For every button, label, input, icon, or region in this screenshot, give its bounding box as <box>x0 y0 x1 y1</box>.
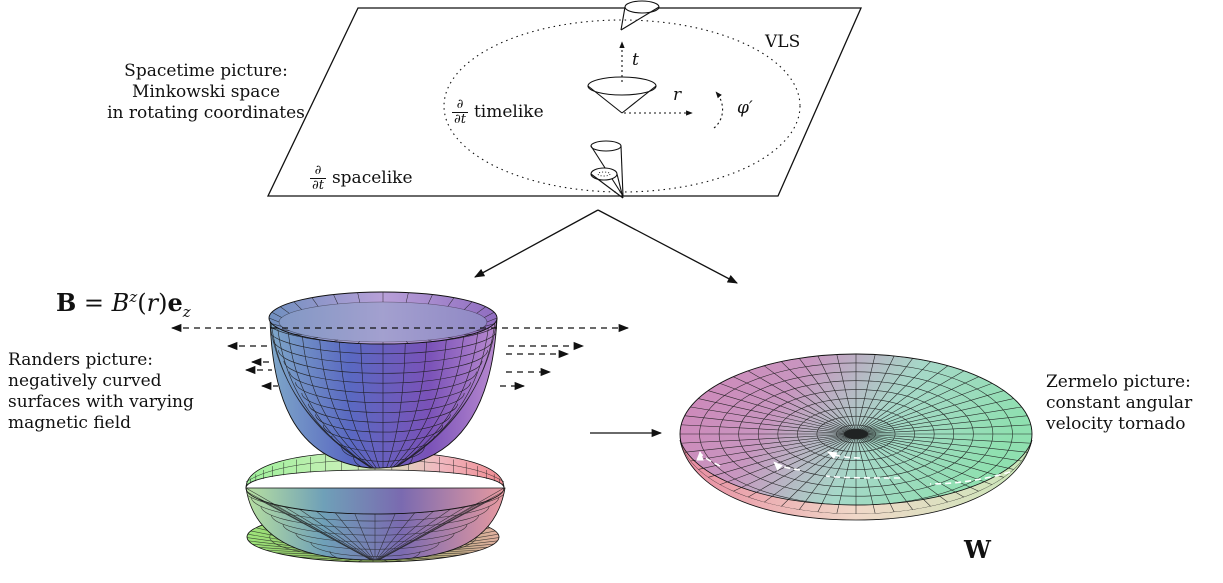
zermelo-caption: Zermelo picture: constant angular veloci… <box>1046 372 1192 435</box>
partial-t-fraction-2: ∂ ∂t <box>310 164 326 193</box>
partial-t-fraction: ∂ ∂t <box>452 98 468 127</box>
r-label: r <box>673 85 681 106</box>
randers-caption: Randers picture: negatively curved surfa… <box>8 350 194 434</box>
partial-denominator: ∂t <box>452 113 468 127</box>
magnetic-field-equation: B = Bz(r)ez <box>56 282 191 327</box>
randers-surfaces <box>172 292 628 570</box>
t-label: t <box>632 50 639 71</box>
partial-numerator: ∂ <box>452 98 468 113</box>
randers-caption-line-2: negatively curved <box>8 371 194 392</box>
upper-bowl <box>263 292 503 481</box>
spacetime-caption-line-1: Spacetime picture: <box>84 61 328 82</box>
arrow-to-zermelo <box>598 210 737 283</box>
timelike-label: timelike <box>474 102 544 122</box>
arrow-to-randers <box>475 210 598 277</box>
spacelike-annotation: ∂ ∂t spacelike <box>310 164 413 193</box>
zermelo-caption-line-3: velocity tornado <box>1046 414 1192 435</box>
partial-denominator-2: ∂t <box>310 179 326 193</box>
spacelike-label: spacelike <box>332 168 413 188</box>
randers-caption-line-4: magnetic field <box>8 413 194 434</box>
randers-caption-line-1: Randers picture: <box>8 350 194 371</box>
spacetime-caption-line-3: in rotating coordinates <box>84 103 328 124</box>
spacetime-caption: Spacetime picture: Minkowski space in ro… <box>84 61 328 124</box>
vls-label: VLS <box>765 32 800 53</box>
spacetime-caption-line-2: Minkowski space <box>84 82 328 103</box>
randers-caption-line-3: surfaces with varying <box>8 392 194 413</box>
partial-numerator-2: ∂ <box>310 164 326 179</box>
zermelo-caption-line-1: Zermelo picture: <box>1046 372 1192 393</box>
zermelo-caption-line-2: constant angular <box>1046 393 1192 414</box>
zermelo-disk <box>676 350 1036 520</box>
phi-label: φ′ <box>737 98 753 119</box>
wind-label: W <box>964 536 991 564</box>
timelike-annotation: ∂ ∂t timelike <box>452 98 544 127</box>
